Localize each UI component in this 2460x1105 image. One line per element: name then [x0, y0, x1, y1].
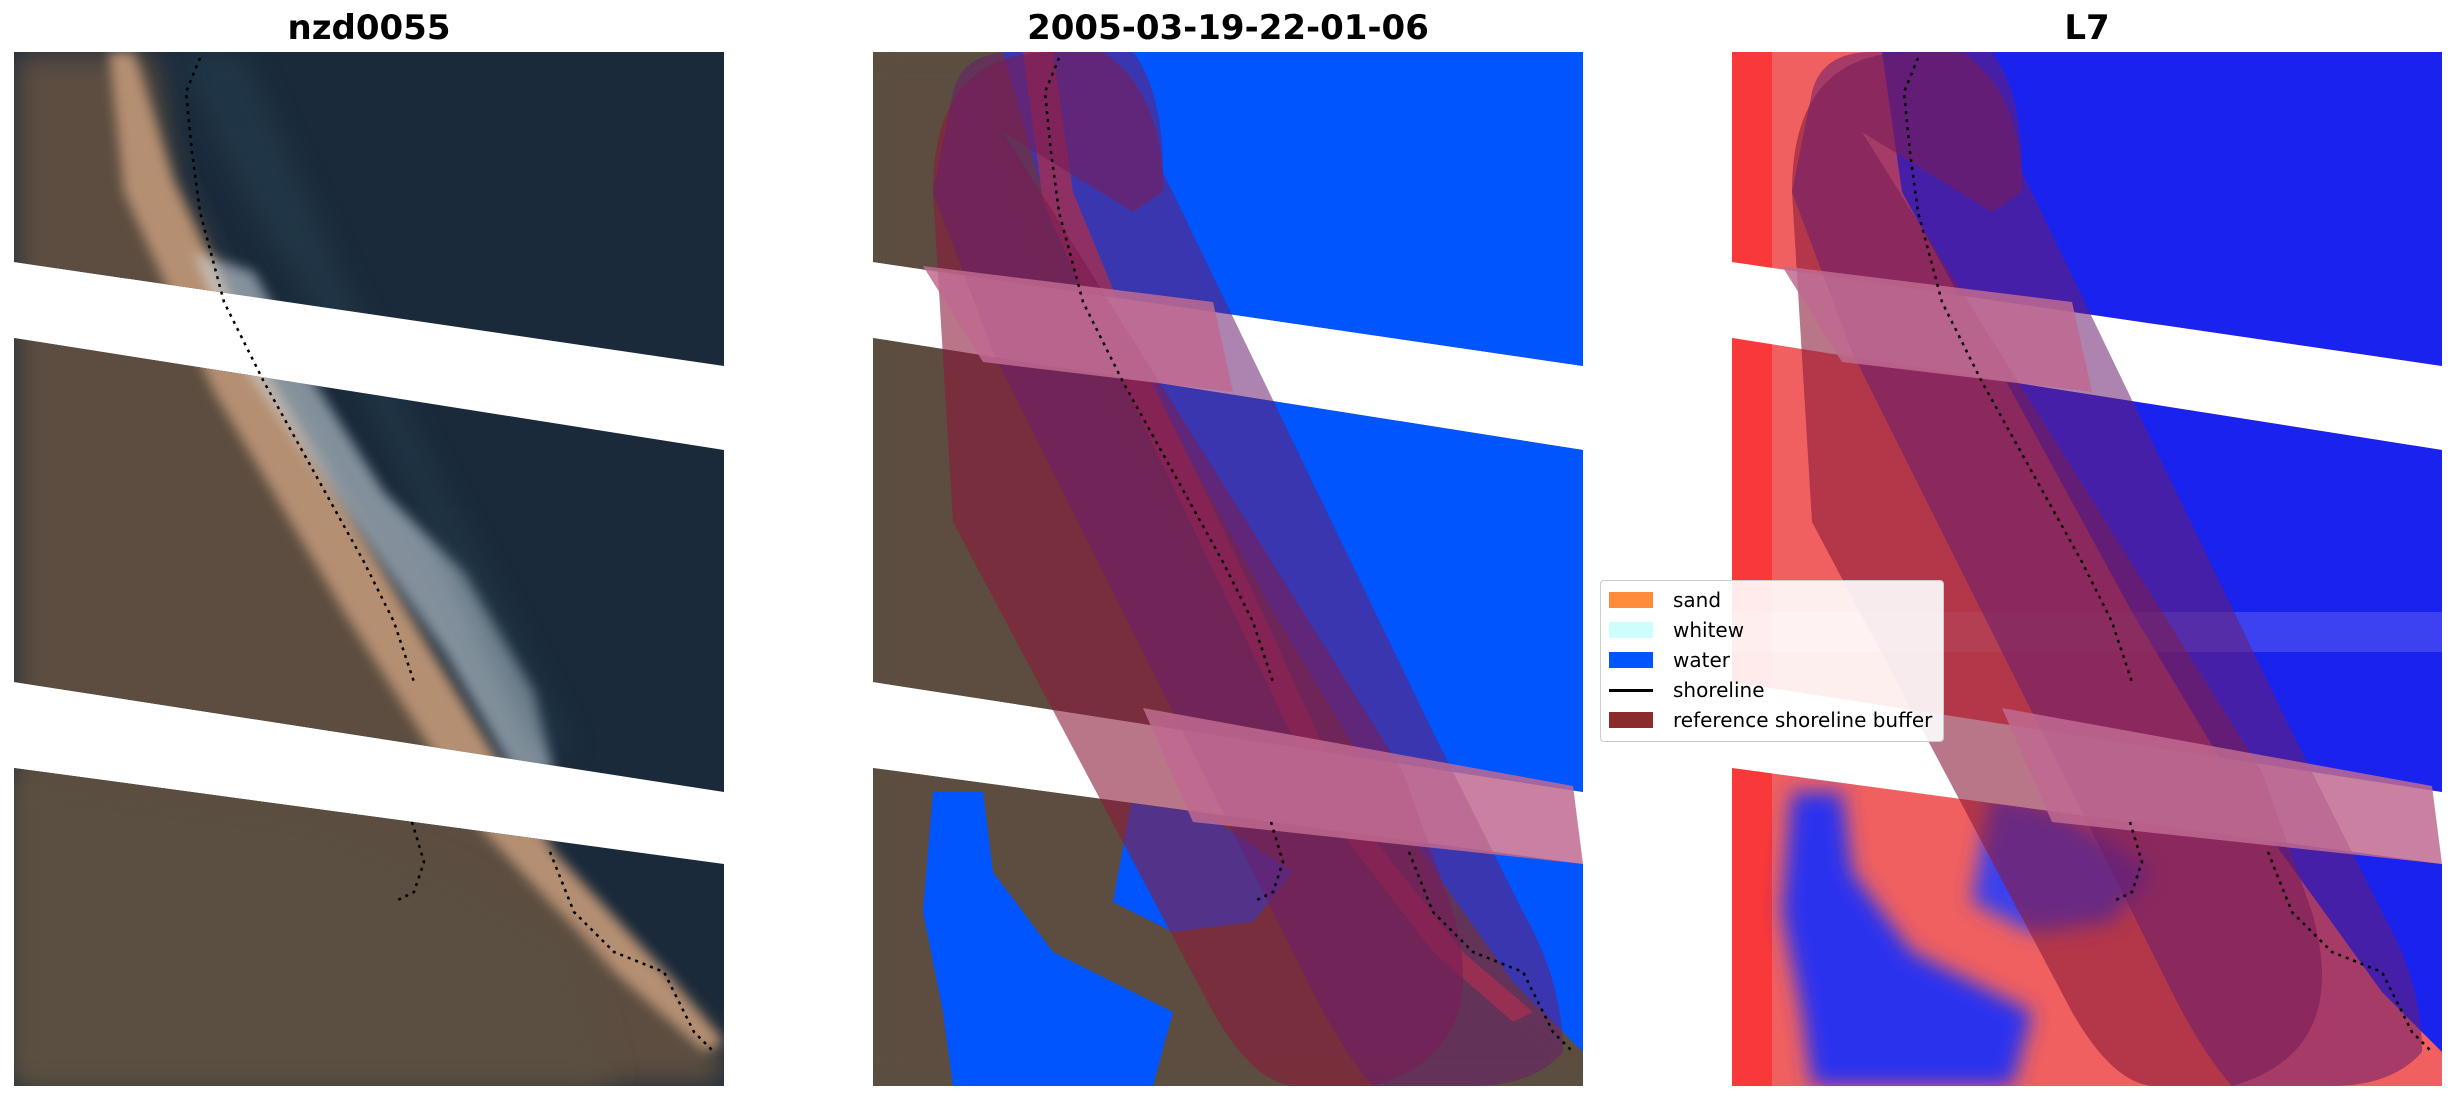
water-swatch — [1609, 652, 1653, 668]
legend-label-whitewater: whitew — [1673, 618, 1745, 642]
title-l7: L7 — [2064, 8, 2110, 48]
legend-label-shoreline: shoreline — [1673, 678, 1765, 702]
legend-label-buffer: reference shoreline buffer — [1673, 708, 1933, 732]
title-date: 2005-03-19-22-01-06 — [1027, 8, 1429, 48]
buffer-swatch — [1609, 712, 1653, 728]
legend-label-water: water — [1673, 648, 1730, 672]
classified-image-panel — [873, 52, 1583, 1086]
rgb-image-panel — [14, 52, 724, 1086]
legend-label-sand: sand — [1673, 588, 1722, 612]
legend: sand whitew water shoreline reference sh… — [1600, 580, 1944, 742]
title-nzd0055: nzd0055 — [287, 8, 451, 48]
index-image-panel — [1732, 52, 2442, 1086]
sand-swatch — [1609, 592, 1653, 608]
whitewater-swatch — [1609, 622, 1653, 638]
shoreline-line-swatch — [1609, 689, 1653, 692]
